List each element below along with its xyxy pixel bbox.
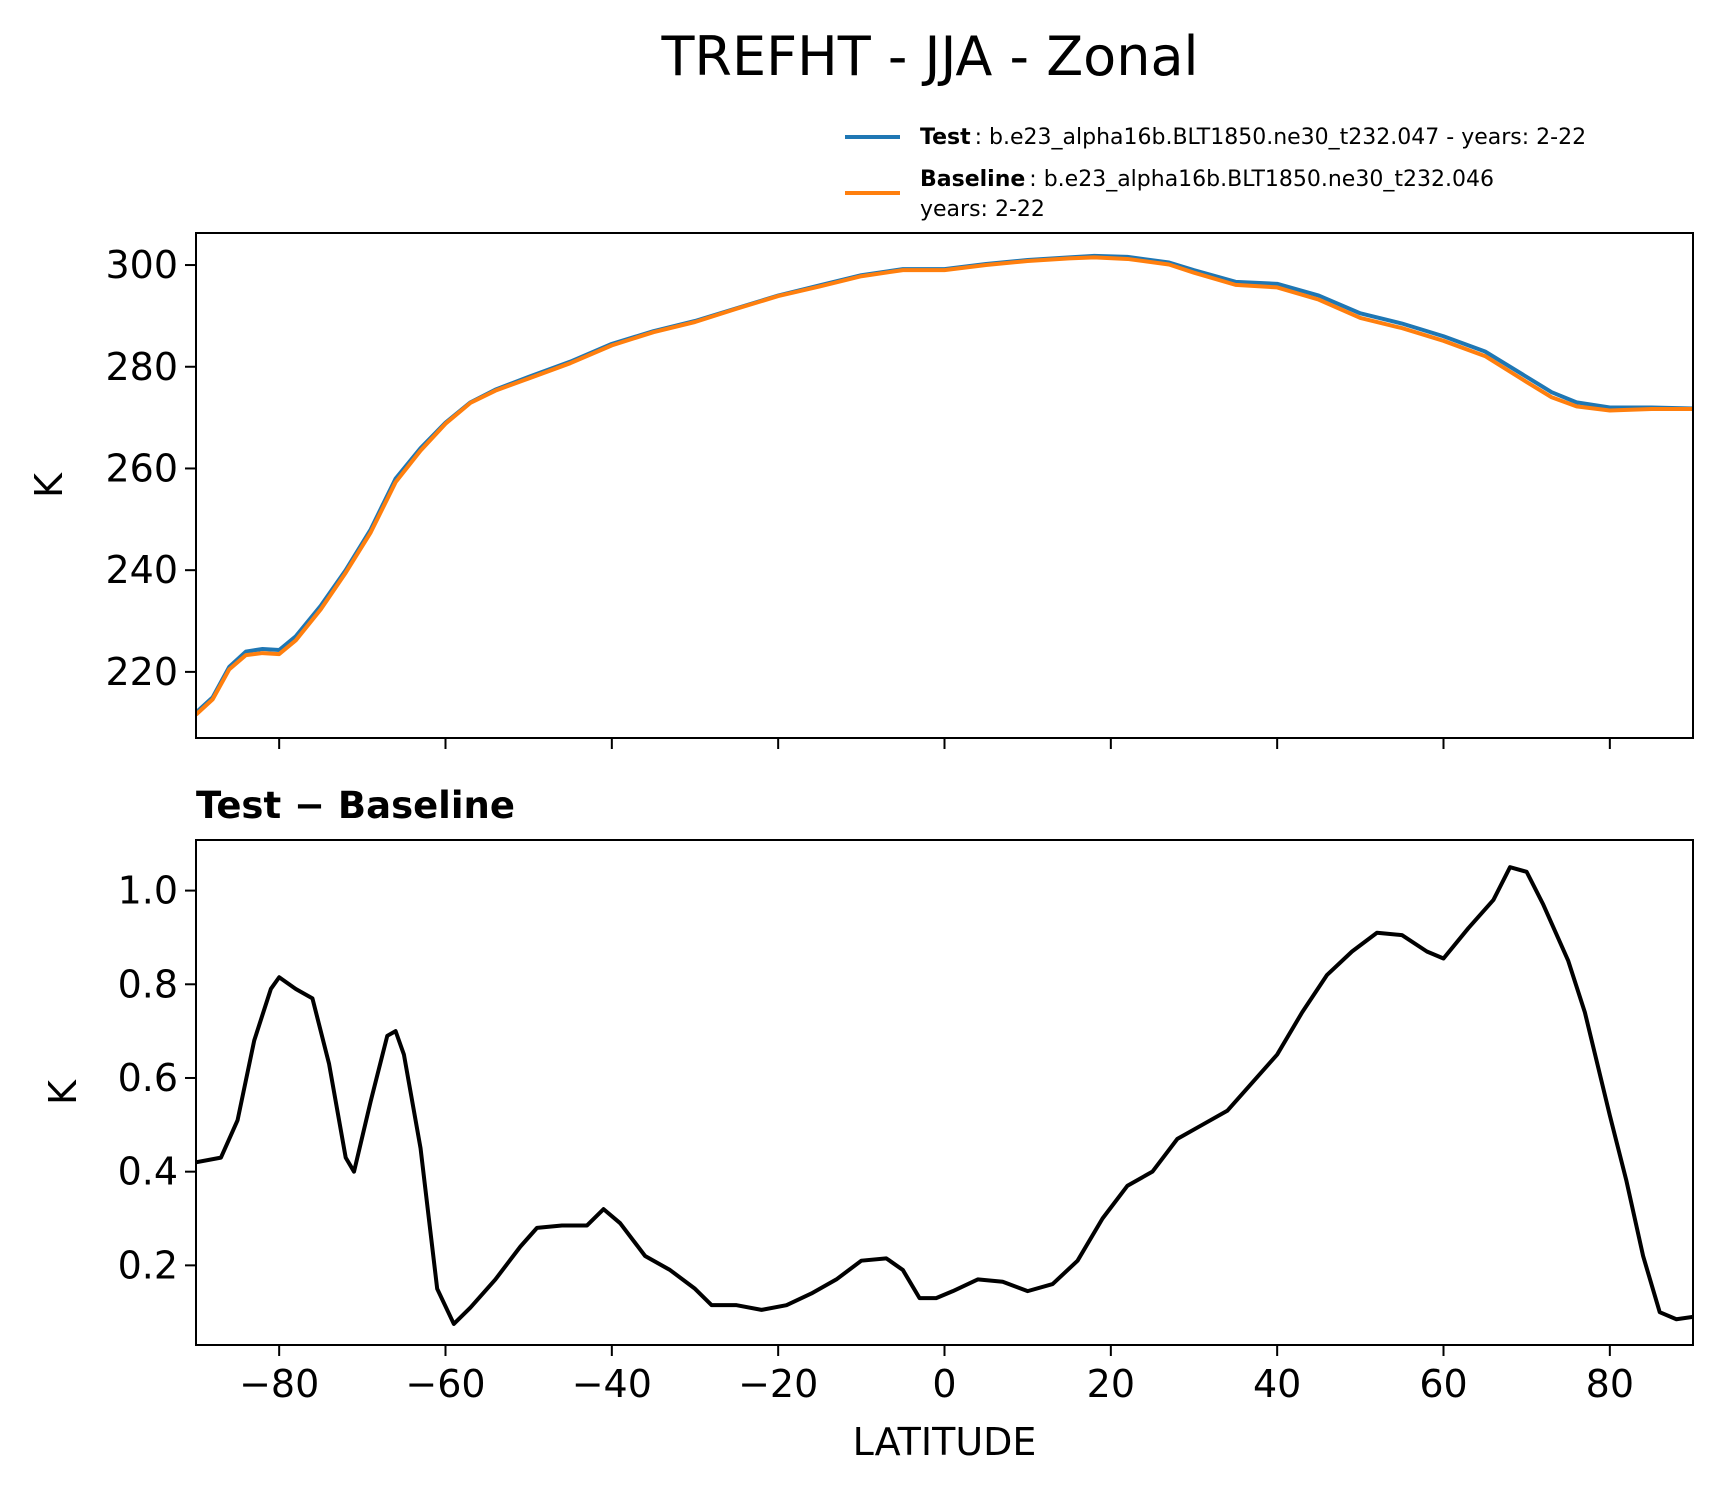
x-tick-label: −80 [239,1362,319,1406]
y-axis-label: K [27,472,71,498]
y-tick-label: 260 [105,446,178,490]
y-tick-label: 280 [105,345,178,389]
y-tick-label: 0.6 [118,1056,178,1100]
x-tick-label: −40 [572,1362,652,1406]
x-axis-label: LATITUDE [853,1420,1037,1464]
axes-frame [195,839,1694,1346]
figure-title: TREFHT - JJA - Zonal [660,25,1198,88]
y-tick-label: 0.2 [118,1243,178,1287]
x-tick-label: 0 [932,1362,956,1406]
plot-area [196,865,1693,1326]
legend-name: Baseline [920,167,1025,192]
legend-description: : b.e23_alpha16b.BLT1850.ne30_t232.047 -… [975,125,1586,150]
legend-description: : b.e23_alpha16b.BLT1850.ne30_t232.046 [1029,167,1494,192]
legend-description: years: 2-22 [920,197,1045,222]
y-tick-label: 240 [105,548,178,592]
x-tick-label: −20 [738,1362,818,1406]
x-tick-label: 60 [1419,1362,1467,1406]
x-tick-label: 40 [1253,1362,1301,1406]
y-tick-label: 0.4 [118,1150,178,1194]
data-line [196,255,1693,717]
plot-area [196,253,1693,717]
data-line [196,865,1693,1326]
y-tick-label: 1.0 [118,869,178,913]
y-tick-label: 220 [105,650,178,694]
x-tick-label: 20 [1087,1362,1135,1406]
x-tick-label: 80 [1586,1362,1634,1406]
x-tick-label: −60 [405,1362,485,1406]
y-tick-label: 300 [105,243,178,287]
axes-title: Test − Baseline [196,784,515,827]
y-tick-label: 0.8 [118,962,178,1006]
legend-name: Test [920,125,971,150]
axes-frame [195,232,1694,739]
y-axis-label: K [41,1079,85,1105]
